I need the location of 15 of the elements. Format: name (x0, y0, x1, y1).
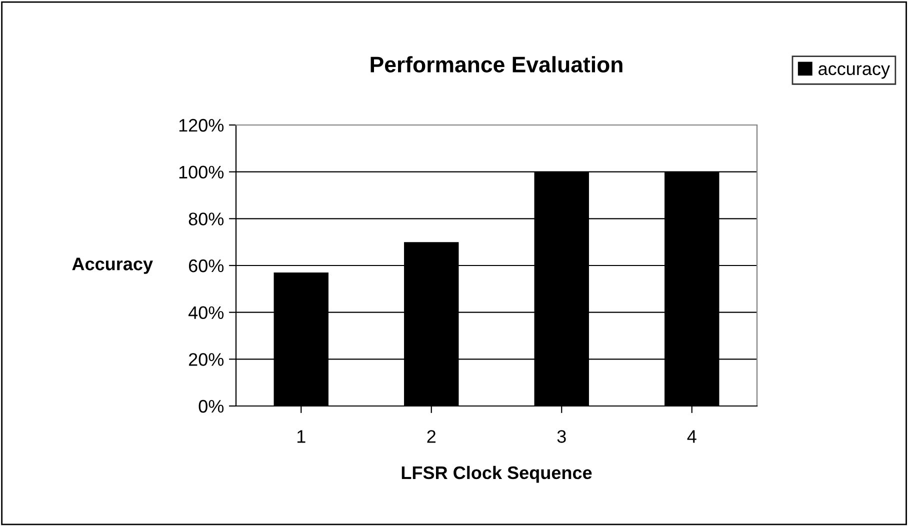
x-tick-label: 2 (427, 430, 436, 443)
x-tick-label: 4 (687, 430, 696, 443)
y-tick-label: 40% (188, 306, 224, 320)
x-tick-label: 1 (297, 430, 306, 443)
x-axis-title: LFSR Clock Sequence (402, 466, 592, 483)
y-axis-title: Accuracy (72, 258, 153, 274)
y-tick-label: 0% (198, 400, 224, 413)
y-tick-label: 120% (179, 118, 224, 132)
y-tick-label: 80% (188, 212, 224, 226)
y-tick-label: 20% (188, 353, 224, 366)
legend-label: accuracy (818, 65, 890, 79)
x-tick-label: 3 (557, 430, 566, 443)
chart-title: Performance Evaluation (370, 56, 622, 72)
y-tick-label: 100% (179, 166, 224, 179)
y-tick-label: 60% (188, 259, 224, 272)
